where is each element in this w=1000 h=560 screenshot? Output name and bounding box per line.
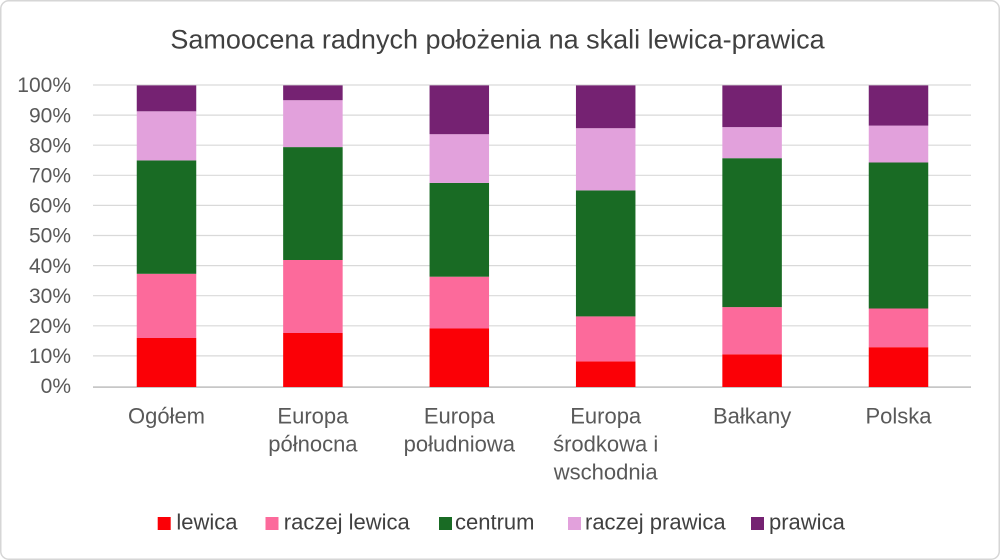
svg-text:80%: 80% [29,134,71,157]
svg-text:Europa: Europa [424,404,496,429]
svg-text:0%: 0% [41,375,71,398]
svg-text:10%: 10% [29,345,71,368]
svg-text:50%: 50% [29,225,71,248]
svg-text:południowa: południowa [404,432,516,457]
svg-text:raczej lewica: raczej lewica [284,510,411,535]
svg-text:Bałkany: Bałkany [713,404,791,429]
svg-text:Samoocena radnych położenia na: Samoocena radnych położenia na skali lew… [170,25,825,55]
svg-text:30%: 30% [29,285,71,308]
svg-text:środkowa i: środkowa i [553,432,658,457]
svg-text:raczej prawica: raczej prawica [585,510,726,535]
svg-text:północna: północna [268,432,358,457]
svg-text:40%: 40% [29,255,71,278]
svg-text:20%: 20% [29,315,71,338]
svg-text:90%: 90% [29,104,71,127]
svg-text:prawica: prawica [769,510,846,535]
svg-text:centrum: centrum [455,510,534,535]
svg-text:lewica: lewica [176,510,238,535]
svg-text:wschodnia: wschodnia [553,460,659,485]
svg-text:60%: 60% [29,195,71,218]
svg-text:Ogółem: Ogółem [128,404,205,429]
svg-text:100%: 100% [17,74,71,97]
svg-text:Europa: Europa [570,404,642,429]
svg-text:Europa: Europa [277,404,349,429]
svg-text:Polska: Polska [865,404,932,429]
svg-text:70%: 70% [29,165,71,188]
